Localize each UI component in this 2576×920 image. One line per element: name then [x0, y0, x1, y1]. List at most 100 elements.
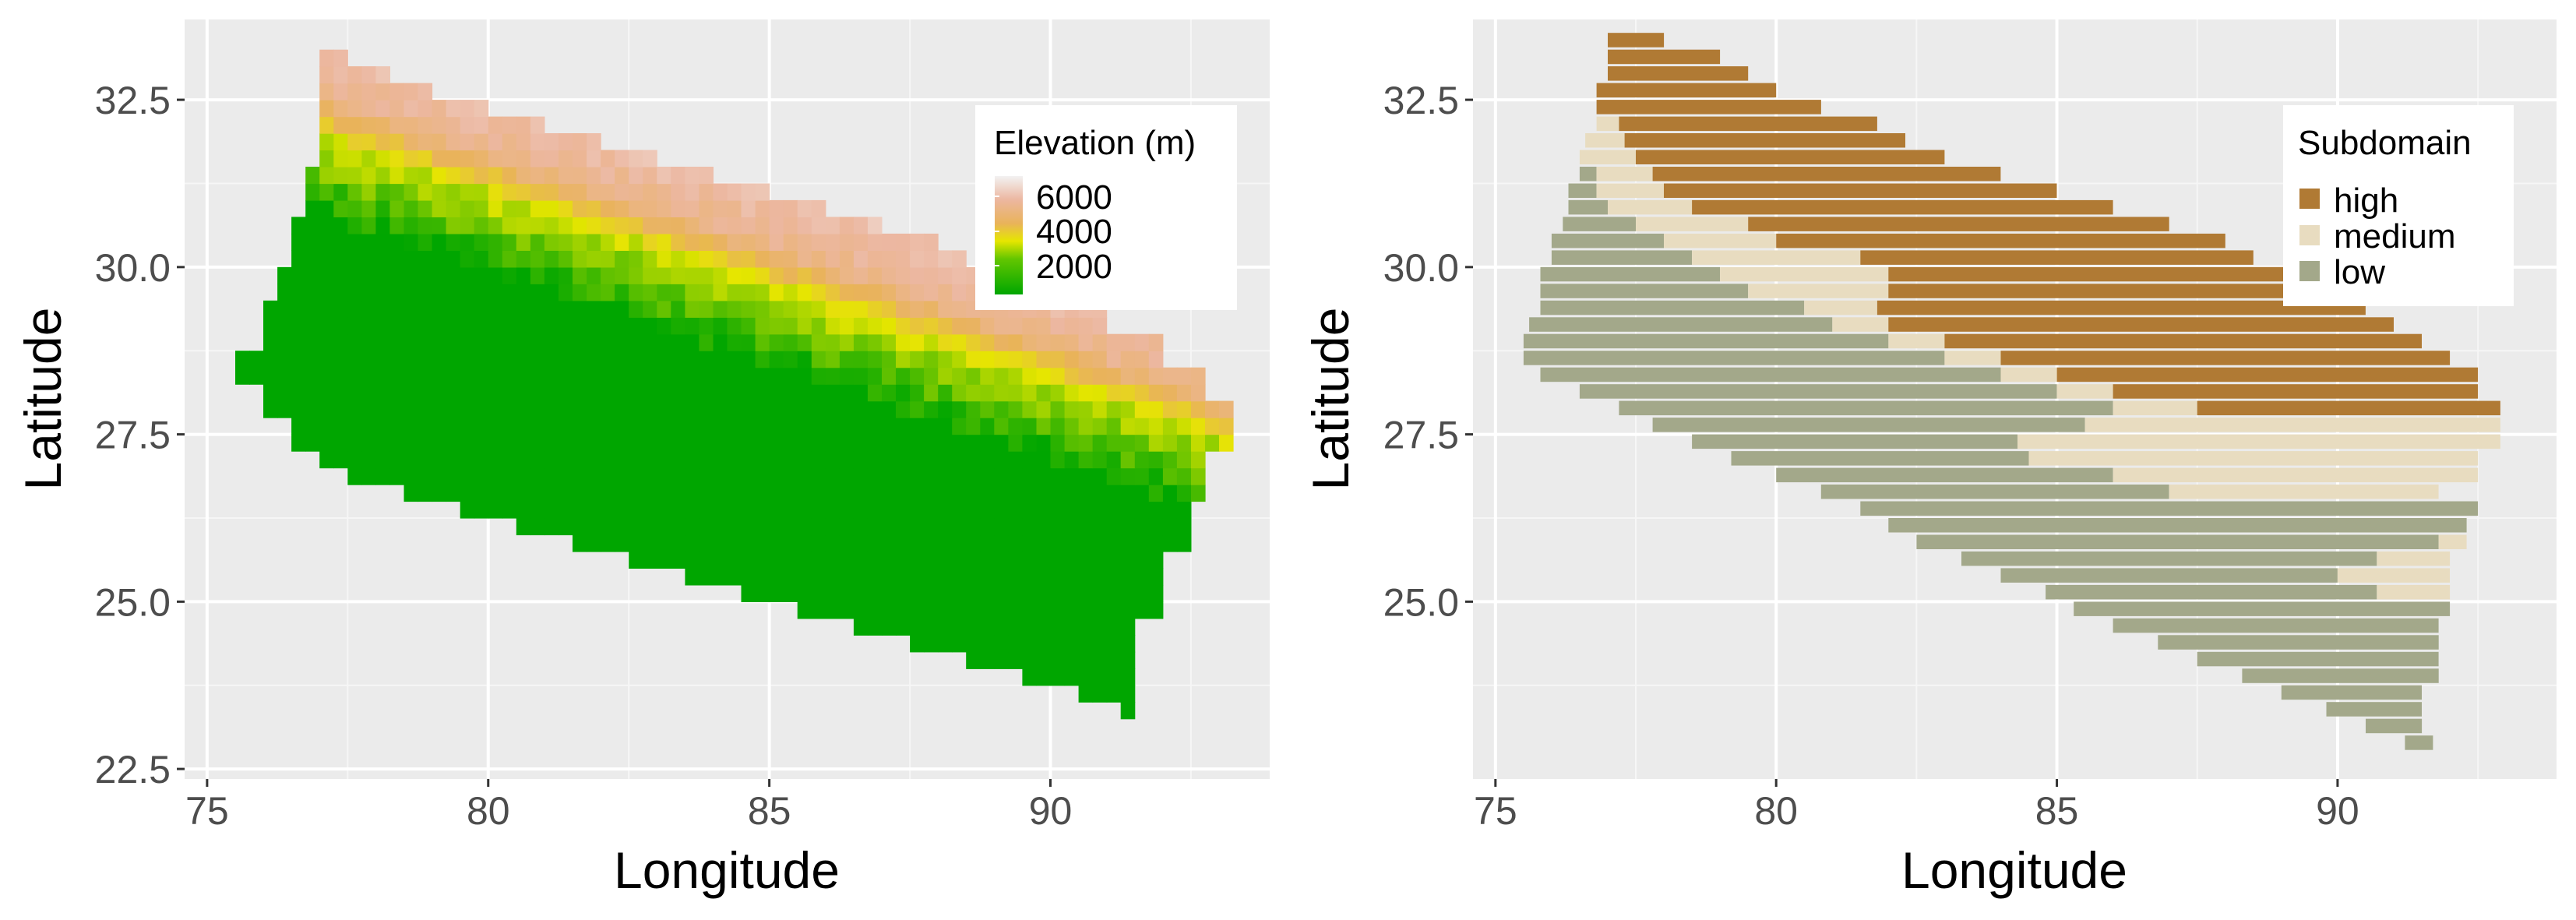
elevation-cell [924, 400, 939, 418]
elevation-cell [1162, 467, 1178, 485]
elevation-cell [474, 266, 489, 284]
legend-key-high [2299, 189, 2320, 209]
elevation-cell [460, 266, 475, 284]
elevation-cell [319, 217, 334, 234]
high-cell [1608, 33, 1665, 48]
high-cell [1888, 266, 2310, 282]
elevation-cell [1050, 485, 1066, 502]
elevation-cell [530, 434, 545, 452]
elevation-cell [1176, 367, 1192, 385]
elevation-cell [1022, 668, 1037, 686]
elevation-cell [488, 199, 503, 217]
elevation-cell [980, 584, 995, 602]
elevation-cell [530, 418, 545, 435]
elevation-cell [474, 183, 489, 201]
elevation-cell [418, 418, 433, 435]
elevation-cell [783, 534, 798, 552]
elevation-cell [446, 351, 461, 368]
elevation-cell [952, 400, 967, 418]
elevation-cell [1176, 518, 1192, 536]
elevation-cell [910, 534, 925, 552]
elevation-cell [446, 400, 461, 418]
elevation-cell [643, 384, 657, 402]
elevation-cell [980, 485, 995, 502]
elevation-cell [1064, 668, 1080, 686]
elevation-cell [741, 501, 756, 519]
elevation-cell [544, 451, 559, 469]
elevation-cell [685, 400, 700, 418]
elevation-cell [980, 651, 995, 669]
elevation-cell [1050, 518, 1066, 536]
elevation-cell [516, 518, 531, 536]
elevation-cell [446, 183, 461, 201]
elevation-cell [1092, 333, 1108, 351]
low-cell [1579, 167, 1597, 182]
elevation-cell [1148, 568, 1164, 586]
elevation-cell [741, 266, 756, 284]
elevation-cell [544, 418, 559, 435]
elevation-cell [966, 451, 981, 469]
elevation-cell [797, 333, 812, 351]
elevation-cell [910, 518, 925, 536]
elevation-cell [924, 618, 939, 636]
elevation-cell [755, 400, 770, 418]
legend-key-medium [2299, 225, 2320, 245]
elevation-cell [1050, 584, 1066, 602]
y-tick-label: 32.5 [95, 79, 171, 122]
elevation-cell [839, 266, 855, 284]
elevation-cell [882, 451, 897, 469]
elevation-cell [839, 317, 855, 335]
elevation-cell [375, 400, 390, 418]
elevation-cell [924, 518, 939, 536]
elevation-cell [924, 434, 939, 452]
elevation-cell [502, 351, 517, 368]
elevation-cell [1078, 317, 1094, 335]
elevation-cell [980, 518, 995, 536]
elevation-cell [825, 485, 840, 502]
elevation-cell [811, 250, 826, 268]
elevation-cell [1120, 702, 1136, 720]
elevation-cell [403, 300, 419, 318]
elevation-cell [952, 284, 967, 301]
elevation-cell [853, 551, 869, 569]
elevation-cell [741, 551, 756, 569]
elevation-cell [657, 217, 671, 234]
elevation-cell [811, 418, 826, 435]
elevation-cell [825, 300, 840, 318]
low-cell [1540, 284, 1749, 298]
elevation-cell [502, 333, 517, 351]
elevation-cell [1120, 568, 1136, 586]
elevation-cell [896, 584, 911, 602]
elevation-cell [769, 217, 784, 234]
elevation-cell [671, 384, 685, 402]
elevation-cell [924, 568, 939, 586]
elevation-cell [347, 367, 362, 385]
elevation-cell [1162, 518, 1178, 536]
elevation-legend: Elevation (m) 6000 4000 2000 [975, 105, 1237, 310]
elevation-cell [629, 333, 643, 351]
low-cell [1692, 434, 2018, 449]
elevation-cell [403, 150, 419, 167]
elevation-cell [853, 501, 869, 519]
elevation-cell [601, 418, 615, 435]
medium-cell [1944, 351, 2001, 365]
elevation-cell [839, 384, 855, 402]
elevation-cell [389, 167, 404, 185]
elevation-cell [1008, 384, 1023, 402]
elevation-cell [347, 150, 362, 167]
x-axis-title: Longitude [1901, 841, 2127, 899]
elevation-cell [530, 367, 545, 385]
elevation-cell [319, 434, 334, 452]
elevation-cell [305, 284, 320, 301]
elevation-cell [811, 217, 826, 234]
elevation-cell [1205, 400, 1220, 418]
elevation-cell [432, 367, 447, 385]
elevation-cell [1036, 635, 1052, 653]
elevation-cell [319, 83, 334, 100]
elevation-cell [1092, 467, 1108, 485]
elevation-cell [347, 100, 362, 118]
elevation-cell [389, 217, 404, 234]
elevation-cell [685, 551, 700, 569]
elevation-cell [910, 266, 925, 284]
elevation-cell [657, 266, 671, 284]
